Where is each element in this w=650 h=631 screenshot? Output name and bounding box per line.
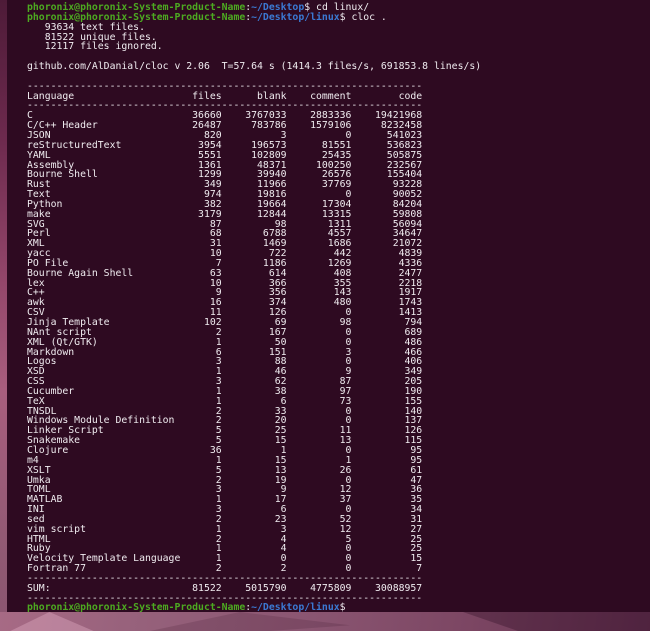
table-row: Rust 349 11966 37769 93228 <box>27 179 423 191</box>
table-row: Cucumber 1 38 97 190 <box>27 385 423 397</box>
table-row: Ruby 1 4 0 25 <box>27 543 423 555</box>
table-row: PO File 7 1186 1269 4336 <box>27 257 423 269</box>
cloc-table: ----------------------------------------… <box>27 80 650 604</box>
table-row: lex 10 366 355 2218 <box>27 277 423 289</box>
table-row: Text 974 19816 0 90052 <box>27 189 423 201</box>
table-row: TeX 1 6 73 155 <box>27 395 423 407</box>
prompt-line-cloc: phoronix@phoronix-System-Product-Name:~/… <box>27 11 650 23</box>
table-row: Assembly 1361 48371 100250 232567 <box>27 159 423 171</box>
table-row: INI 3 6 0 34 <box>27 504 423 516</box>
table-row: XSD 1 46 9 349 <box>27 366 423 378</box>
table-row: Jinja Template 102 69 98 794 <box>27 317 423 328</box>
table-row: vim script 1 3 12 27 <box>27 523 423 535</box>
table-row: Markdown 6 151 3 466 <box>27 346 423 358</box>
prompt-line-cd: phoronix@phoronix-System-Product-Name:~/… <box>27 3 650 13</box>
table-row: Bourne Shell 1299 39940 26576 155404 <box>27 169 423 181</box>
table-row: HTML 2 4 5 25 <box>27 533 423 545</box>
command-cd: cd linux/ <box>316 2 370 13</box>
table-row: Bourne Again Shell 63 614 408 2477 <box>27 267 423 279</box>
prompt-dollar: $ <box>304 2 311 13</box>
table-row: MATLAB 1 17 37 35 <box>27 494 423 506</box>
prompt-dollar: $ <box>339 602 346 612</box>
prompt-path: ~/Desktop/linux <box>251 602 340 612</box>
table-row: YAML 5551 102809 25435 505875 <box>27 149 423 161</box>
prompt-separator: : <box>245 602 252 612</box>
wallpaper-bottom-strip <box>0 612 650 631</box>
table-separator: ----------------------------------------… <box>27 592 423 604</box>
terminal-window[interactable]: phoronix@phoronix-System-Product-Name:~/… <box>7 0 650 612</box>
table-row: XML (Qt/GTK) 1 50 0 486 <box>27 336 423 348</box>
table-row: yacc 10 722 442 4839 <box>27 248 423 260</box>
table-row: JSON 820 3 0 541023 <box>27 129 423 141</box>
table-row: SVG 87 98 1311 56094 <box>27 218 423 230</box>
table-separator: ----------------------------------------… <box>27 100 423 112</box>
table-row: CSV 11 126 0 1413 <box>27 307 423 319</box>
table-row: Umka 2 19 0 47 <box>27 474 423 486</box>
table-row: TOML 3 9 12 36 <box>27 484 423 496</box>
table-row: reStructuredText 3954 196573 81551 53682… <box>27 139 423 151</box>
prompt-separator: : <box>245 11 252 23</box>
table-row: NAnt script 2 167 0 689 <box>27 326 423 338</box>
table-row: Windows Module Definition 2 20 0 137 <box>27 415 423 427</box>
wallpaper-facet <box>150 612 350 631</box>
table-row: TNSDL 2 33 0 140 <box>27 405 423 417</box>
prompt-dollar: $ <box>339 11 346 23</box>
table-separator: ----------------------------------------… <box>27 80 423 92</box>
table-row: Snakemake 5 15 13 115 <box>27 435 423 447</box>
prompt-user-host: phoronix@phoronix-System-Product-Name <box>27 11 246 23</box>
table-row: Clojure 36 1 0 95 <box>27 444 423 456</box>
prompt-separator: : <box>245 2 252 13</box>
wallpaper-facet <box>10 612 94 631</box>
wallpaper-facet <box>463 612 650 631</box>
table-row: sed 2 23 52 31 <box>27 513 423 525</box>
cloc-version-line: github.com/AlDanial/cloc v 2.06 T=57.64 … <box>27 61 482 73</box>
table-row: XML 31 1469 1686 21072 <box>27 238 423 250</box>
table-row: awk 16 374 480 1743 <box>27 297 423 309</box>
command-cloc: cloc . <box>351 11 387 23</box>
table-row: Perl 68 6788 4557 34647 <box>27 228 423 240</box>
cloc-summary-text-files: 93634 text files. <box>27 21 145 33</box>
table-row: C++ 9 356 143 1917 <box>27 287 423 299</box>
cloc-summary-unique-files: 81522 unique files. <box>27 31 157 43</box>
table-row: C 36660 3767033 2883336 19421968 <box>27 110 423 122</box>
table-separator: ----------------------------------------… <box>27 572 423 584</box>
table-row: Velocity Template Language 1 0 0 15 <box>27 553 423 565</box>
table-row: Fortran 77 2 2 0 7 <box>27 563 423 575</box>
prompt-path: ~/Desktop <box>251 2 305 13</box>
table-row: XSLT 5 13 26 61 <box>27 464 423 476</box>
cloc-summary-files-ignored: 12117 files ignored. <box>27 41 163 53</box>
table-row: m4 1 15 1 95 <box>27 454 423 466</box>
table-row: C/C++ Header 26487 783786 1579106 823245… <box>27 120 423 132</box>
prompt-line-final: phoronix@phoronix-System-Product-Name:~/… <box>27 603 650 612</box>
table-row: Python 382 19664 17304 84204 <box>27 198 423 210</box>
wallpaper-left-strip <box>0 0 7 631</box>
table-sum-row: SUM: 81522 5015790 4775809 30088957 <box>27 582 423 594</box>
table-row: CSS 3 62 87 205 <box>27 376 423 388</box>
prompt-user-host: phoronix@phoronix-System-Product-Name <box>27 602 246 612</box>
table-row: Linker Script 5 25 11 126 <box>27 425 423 437</box>
table-header-row: Language files blank comment code <box>27 90 423 102</box>
prompt-user-host: phoronix@phoronix-System-Product-Name <box>27 2 246 13</box>
table-row: Logos 3 88 0 406 <box>27 356 423 368</box>
prompt-path: ~/Desktop/linux <box>251 11 340 23</box>
table-row: make 3179 12844 13315 59808 <box>27 208 423 220</box>
